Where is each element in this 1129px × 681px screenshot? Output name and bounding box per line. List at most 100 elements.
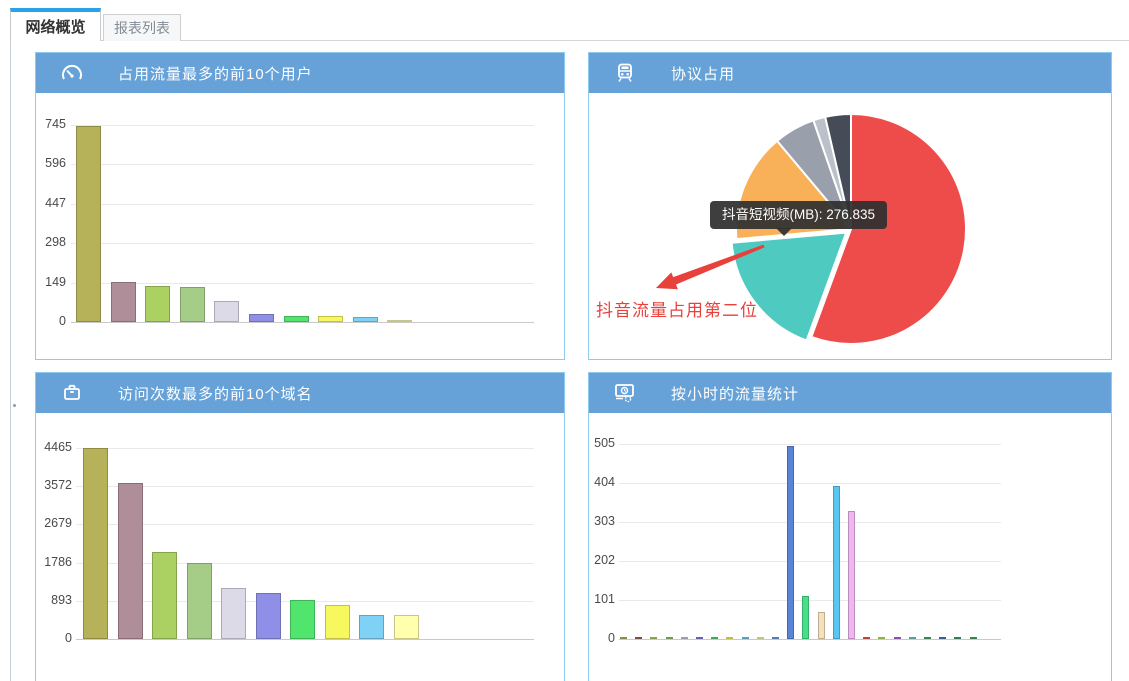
bar[interactable] (117, 482, 143, 639)
bar[interactable] (969, 637, 977, 639)
bar[interactable] (802, 595, 810, 639)
gridline (71, 164, 534, 166)
tab-report-list[interactable]: 报表列表 (103, 14, 181, 41)
bar[interactable] (249, 314, 274, 322)
bar[interactable] (110, 281, 136, 322)
bar[interactable] (741, 637, 749, 639)
gridline (76, 448, 534, 449)
panel-top-users-body: 745 596 447 298 149 0 (36, 93, 564, 359)
pie-slice-抖音短视频[interactable] (730, 231, 848, 342)
hourly-bar-chart[interactable]: 505 404 303 202 101 0 (589, 413, 1111, 681)
bar[interactable] (696, 637, 703, 639)
bar[interactable] (787, 445, 795, 639)
bar[interactable] (393, 615, 419, 639)
bar[interactable] (924, 637, 931, 639)
y-tick-label: 3572 (44, 478, 72, 493)
panel-top-users: 占用流量最多的前10个用户 745 596 447 298 149 0 (35, 52, 565, 360)
top-domains-bar-chart[interactable]: 4465 3572 2679 1786 893 0 (36, 413, 564, 681)
bar[interactable] (290, 599, 315, 639)
bar[interactable] (650, 637, 658, 639)
bar[interactable] (214, 301, 240, 322)
y-tick-label: 202 (594, 553, 615, 567)
bar[interactable] (954, 637, 962, 639)
bar[interactable] (665, 637, 673, 639)
bar[interactable] (893, 637, 901, 639)
bar[interactable] (83, 448, 108, 639)
panel-top-users-title: 占用流量最多的前10个用户 (118, 65, 313, 83)
pie-slice[interactable] (810, 113, 967, 345)
y-tick-label: 2679 (44, 516, 72, 531)
tab-network-overview[interactable]: 网络概览 (10, 8, 101, 41)
panel-hourly-title: 按小时的流量统计 (671, 385, 800, 403)
bar[interactable] (145, 286, 171, 322)
gridline (76, 639, 534, 640)
briefcase-icon (60, 382, 84, 404)
bar[interactable] (387, 320, 413, 322)
bar[interactable] (359, 614, 384, 639)
bar[interactable] (152, 551, 177, 639)
bar[interactable] (283, 315, 309, 322)
gridline (71, 322, 534, 323)
bar[interactable] (635, 637, 643, 639)
annotation-text: 抖音流量占用第二位 (596, 301, 758, 320)
pie-slice[interactable] (824, 113, 852, 230)
top-users-bar-chart[interactable]: 745 596 447 298 149 0 (36, 93, 564, 359)
gridline (619, 483, 1001, 484)
gridline (71, 125, 534, 126)
y-tick-label: 0 (65, 631, 72, 645)
y-tick-label: 0 (608, 631, 615, 645)
bar[interactable] (756, 637, 764, 639)
bar[interactable] (772, 637, 779, 639)
panel-protocol: 协议占用 抖音短视频(MB): 276.835 抖音流量占用第二位 (588, 52, 1112, 360)
panel-top-domains-title: 访问次数最多的前10个域名 (118, 385, 313, 403)
bar[interactable] (863, 637, 871, 639)
panel-top-users-header: 占用流量最多的前10个用户 (36, 53, 564, 93)
y-tick-label: 303 (594, 514, 615, 528)
bar[interactable] (352, 316, 378, 322)
bar[interactable] (255, 592, 281, 639)
y-tick-label: 4465 (44, 440, 72, 454)
y-tick-label: 505 (594, 436, 615, 450)
y-tick-label: 404 (594, 475, 615, 489)
gridline (619, 600, 1001, 601)
y-tick-label: 298 (45, 235, 66, 250)
y-tick-label: 447 (45, 195, 66, 210)
y-tick-label: 101 (594, 592, 615, 606)
tab-network-overview-label: 网络概览 (25, 19, 86, 36)
panel-hourly-header: 按小时的流量统计 (589, 373, 1111, 413)
bar[interactable] (221, 587, 246, 639)
bar[interactable] (711, 637, 719, 639)
stray-dot (13, 404, 16, 407)
bar[interactable] (680, 637, 688, 639)
gridline (619, 639, 1001, 640)
bar[interactable] (939, 637, 947, 639)
y-tick-label: 149 (45, 274, 66, 289)
tooltip-pointer (776, 228, 792, 244)
tab-report-list-label: 报表列表 (114, 20, 170, 36)
panel-hourly-body: 505 404 303 202 101 0 (589, 413, 1111, 681)
monitor-clock-icon (613, 382, 637, 404)
bar[interactable] (620, 637, 627, 639)
bar[interactable] (908, 637, 916, 639)
gridline (619, 561, 1001, 562)
bar[interactable] (878, 637, 886, 639)
gridline (71, 282, 534, 284)
bar[interactable] (832, 486, 840, 639)
gridline (619, 522, 1001, 523)
bar[interactable] (186, 562, 212, 639)
y-tick-label: 893 (51, 592, 72, 607)
panel-top-domains-body: 4465 3572 2679 1786 893 0 (36, 413, 564, 681)
bar[interactable] (726, 637, 734, 639)
gridline (71, 203, 534, 205)
bar[interactable] (817, 611, 825, 639)
panel-top-domains: 访问次数最多的前10个域名 4465 3572 2679 1786 893 0 (35, 372, 565, 681)
gridline (76, 486, 534, 488)
bar[interactable] (318, 315, 344, 322)
bar[interactable] (848, 510, 855, 639)
bar[interactable] (324, 604, 350, 639)
pie-tooltip: 抖音短视频(MB): 276.835 (710, 201, 888, 236)
y-tick-label: 0 (59, 314, 66, 328)
bar[interactable] (76, 126, 101, 322)
bar[interactable] (179, 286, 205, 322)
